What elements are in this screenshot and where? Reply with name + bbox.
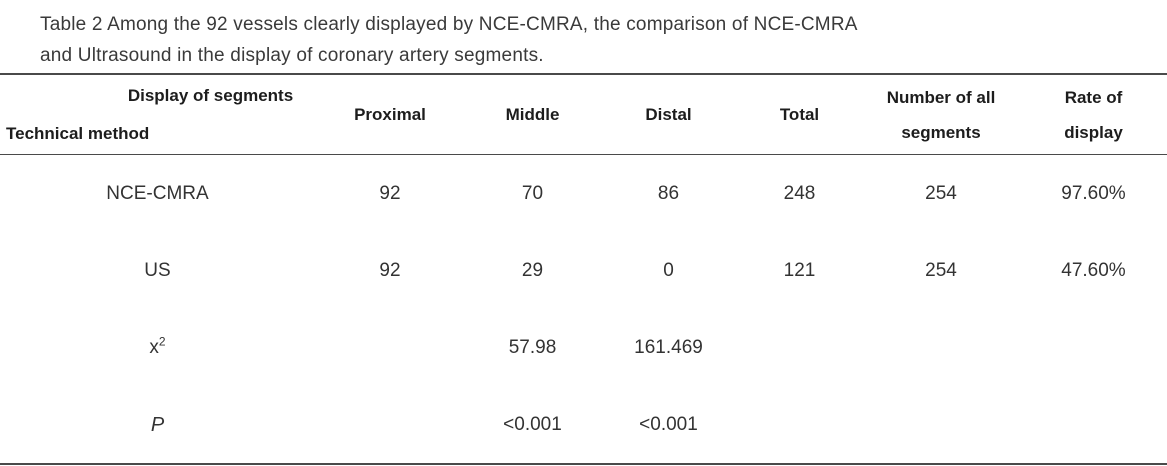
caption-line1: Table 2 Among the 92 vessels clearly dis…: [40, 14, 858, 35]
data-table: Display of segments Technical method Pro…: [0, 73, 1167, 465]
table-row-p-value: P <0.001 <0.001: [0, 386, 1167, 463]
table-caption: Table 2 Among the 92 vessels clearly dis…: [0, 0, 1167, 73]
header-technical-method: Technical method: [6, 124, 150, 143]
cell-total: 121: [783, 260, 816, 281]
cell-distal: 161.469: [634, 337, 703, 358]
cell-method: P: [150, 413, 165, 436]
cell-proximal: 92: [379, 260, 401, 281]
cell-middle: 70: [521, 183, 544, 204]
table-row-chi-square: x2 57.98 161.469: [0, 309, 1167, 386]
caption-line2: and Ultrasound in the display of coronar…: [40, 45, 544, 66]
header-total: Total: [779, 104, 820, 124]
header-distal: Distal: [645, 104, 692, 124]
cell-middle: 57.98: [508, 337, 557, 358]
cell-rate: 97.60%: [1061, 183, 1126, 204]
header-number-of-all-segments: Number of all segments: [862, 75, 1020, 154]
cell-method: NCE-CMRA: [106, 183, 209, 204]
table-row-us: US 92 29 0 121 254 47.60%: [0, 232, 1167, 309]
chi-square-base: x: [149, 337, 159, 358]
chi-square-exponent: 2: [158, 334, 166, 349]
table-row-nce-cmra: NCE-CMRA 92 70 86 248 254 97.60%: [0, 155, 1167, 232]
cell-distal: 0: [663, 260, 674, 281]
header-split-cell: Display of segments Technical method: [0, 75, 315, 154]
header-rate-line2: display: [1064, 123, 1123, 142]
cell-middle: 29: [521, 260, 544, 281]
cell-segments: 254: [925, 260, 957, 281]
header-rate-line1: Rate of: [1064, 88, 1123, 107]
cell-middle: <0.001: [503, 414, 562, 435]
cell-method: x2: [0, 334, 315, 358]
header-rate-of-display: Rate of display: [1020, 75, 1167, 154]
table-header-row: Display of segments Technical method Pro…: [0, 75, 1167, 155]
header-display-of-segments: Display of segments: [127, 86, 294, 105]
cell-method: US: [144, 260, 171, 281]
header-segments-line2: segments: [901, 123, 981, 142]
header-segments-line1: Number of all: [886, 88, 996, 107]
cell-segments: 254: [925, 183, 957, 204]
cell-distal: 86: [657, 183, 680, 204]
cell-distal: <0.001: [639, 414, 698, 435]
cell-rate: 47.60%: [1061, 260, 1126, 281]
cell-total: 248: [783, 183, 816, 204]
cell-proximal: 92: [379, 183, 401, 204]
header-middle: Middle: [505, 104, 560, 124]
header-proximal: Proximal: [354, 104, 426, 124]
